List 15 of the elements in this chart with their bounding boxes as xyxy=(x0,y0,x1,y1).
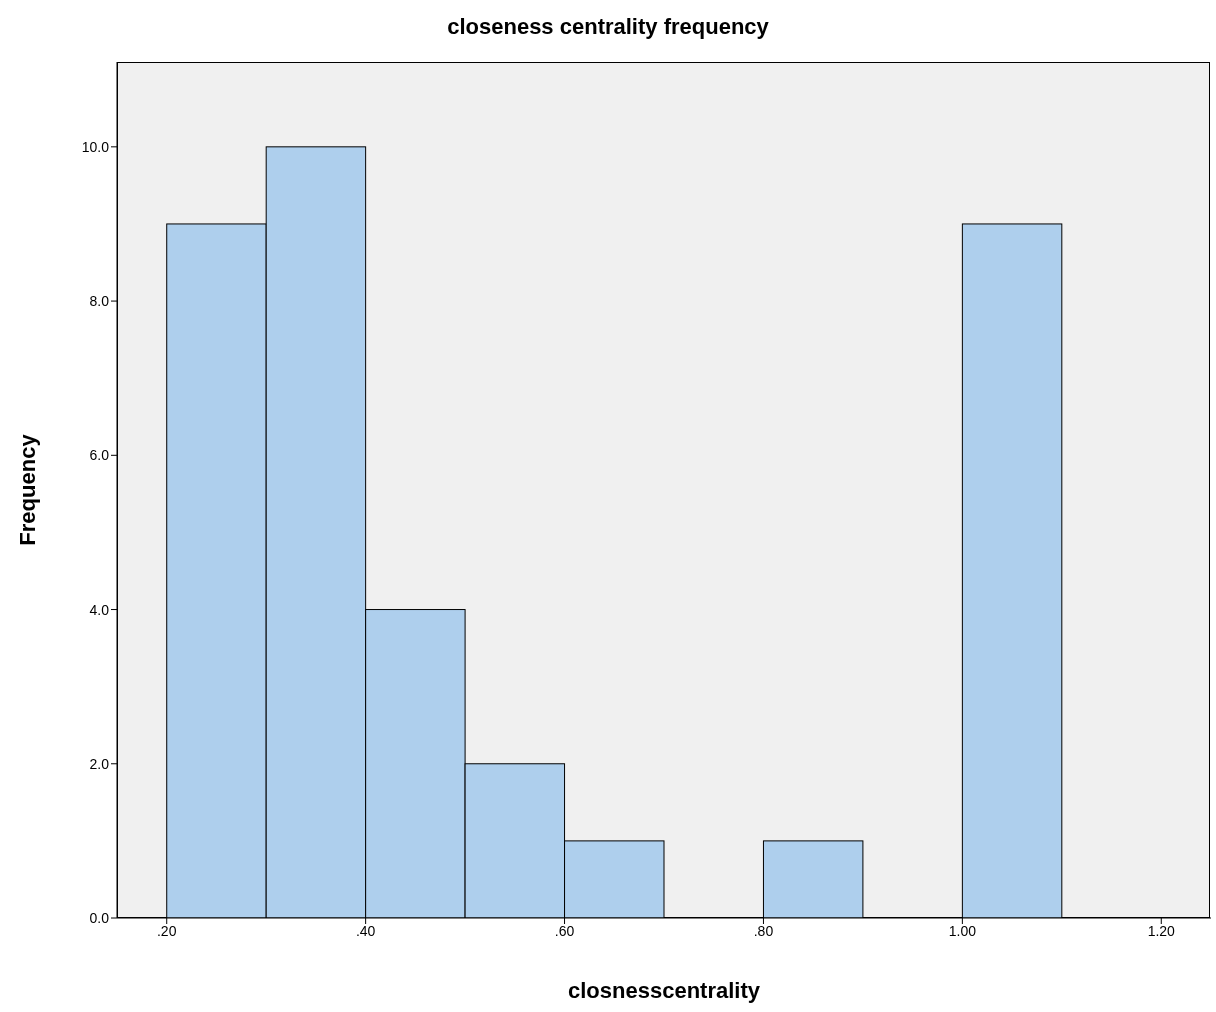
y-tick-label: 4.0 xyxy=(89,601,110,618)
x-tick-label: .20 xyxy=(156,922,177,939)
y-tick-label: 2.0 xyxy=(89,755,110,772)
x-tick-label: 1.20 xyxy=(1147,922,1176,939)
y-tick-label: 0.0 xyxy=(89,909,110,926)
chart-title: closeness centrality frequency xyxy=(446,14,770,40)
y-axis-title: Frequency xyxy=(15,434,41,546)
y-tick-label: 6.0 xyxy=(89,447,110,464)
x-axis-title: closnesscentrality xyxy=(567,978,761,1004)
x-tick-label: .80 xyxy=(753,922,774,939)
y-tick-label: 10.0 xyxy=(81,138,110,155)
x-tick-label: 1.00 xyxy=(948,922,977,939)
y-tick-label: 8.0 xyxy=(89,293,110,310)
x-tick-label: .60 xyxy=(554,922,575,939)
x-tick-label: .40 xyxy=(355,922,376,939)
